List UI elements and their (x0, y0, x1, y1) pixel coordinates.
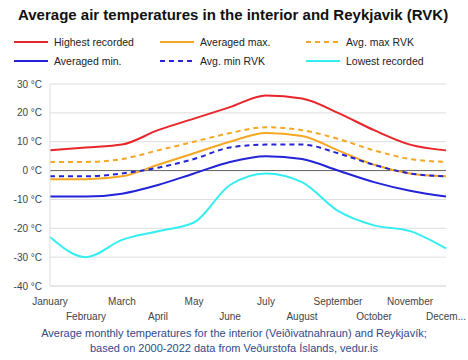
svg-text:-20 °C: -20 °C (14, 223, 42, 234)
svg-text:January: January (32, 296, 68, 307)
svg-text:February: February (66, 311, 106, 322)
svg-text:July: July (257, 296, 275, 307)
svg-text:-40 °C: -40 °C (14, 281, 42, 292)
svg-text:May: May (185, 296, 204, 307)
svg-text:30 °C: 30 °C (17, 79, 42, 90)
html-text:Average monthly temperatures f: Average monthly temperatures for the int… (41, 327, 427, 339)
html-text:Averaged min.: Averaged min. (54, 54, 122, 67)
svg-text:April: April (148, 311, 168, 322)
svg-text:September: September (314, 296, 364, 307)
svg-text:-10 °C: -10 °C (14, 194, 42, 205)
html-text:Averaged max.: Averaged max. (200, 35, 271, 48)
svg-text:-30 °C: -30 °C (14, 252, 42, 263)
html-text:Lowest recorded: Lowest recorded (346, 54, 424, 67)
html-text:Avg. min RVK: Avg. min RVK (200, 54, 265, 67)
html-text:Highest recorded: Highest recorded (54, 35, 134, 48)
svg-text:March: March (108, 296, 136, 307)
svg-text:August: August (286, 311, 317, 322)
html-text:based on 2000-2022 data from V: based on 2000-2022 data from Veðurstofa … (90, 342, 378, 354)
html-text:Average air temperatures in th: Average air temperatures in the interior… (18, 6, 449, 23)
svg-text:November: November (387, 296, 434, 307)
svg-text:June: June (219, 311, 241, 322)
svg-text:0 °C: 0 °C (22, 165, 42, 176)
svg-text:10 °C: 10 °C (17, 136, 42, 147)
svg-text:October: October (356, 311, 392, 322)
svg-text:Decem...: Decem... (426, 311, 460, 322)
html-text:Avg. max RVK: Avg. max RVK (346, 35, 414, 48)
svg-text:20 °C: 20 °C (17, 107, 42, 118)
